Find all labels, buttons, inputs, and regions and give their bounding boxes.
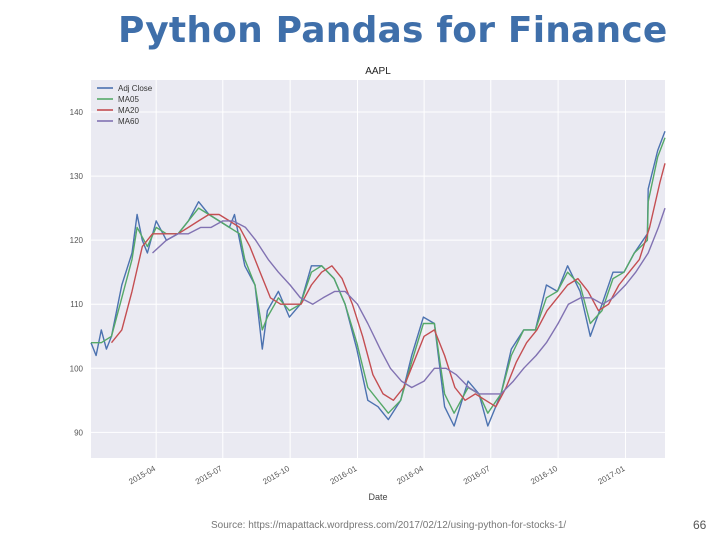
x-tick-label: 2015-10 <box>261 464 291 487</box>
x-tick-label: 2016-04 <box>395 464 425 487</box>
x-tick-label: 2016-07 <box>462 464 492 487</box>
legend: Adj Close MA05 MA20 MA60 <box>97 84 153 126</box>
page-number: 66 <box>693 518 707 532</box>
y-tick-label: 130 <box>70 172 84 181</box>
chart-svg: AAPL 90 100 110 120 130 140 2015-04 2015-07 2015… <box>70 66 666 502</box>
series-lines <box>90 131 666 427</box>
x-tick-label: 2017-01 <box>597 464 627 487</box>
y-tick-label: 100 <box>70 364 84 373</box>
x-tick-label: 2015-04 <box>127 464 157 487</box>
series-line-ma20 <box>110 163 666 408</box>
legend-entry: MA05 <box>118 95 139 104</box>
y-tick-label: 140 <box>70 108 84 117</box>
legend-entry: MA60 <box>118 117 139 126</box>
series-line-ma60 <box>152 207 666 395</box>
y-tick-label: 90 <box>74 428 83 437</box>
x-axis-label: Date <box>368 492 387 502</box>
x-tick-label: 2016-10 <box>529 464 559 487</box>
series-line-ma05 <box>91 137 666 414</box>
slide-title: Python Pandas for Finance <box>118 10 668 51</box>
source-note: Source: https://mapattack.wordpress.com/… <box>211 520 567 531</box>
aapl-chart: AAPL 90 100 110 120 130 140 2015-04 2015-07 2015… <box>56 60 676 505</box>
y-tick-label: 120 <box>70 236 84 245</box>
legend-entry: MA20 <box>118 106 139 115</box>
y-tick-label: 110 <box>70 300 83 309</box>
grid-lines <box>91 80 665 458</box>
legend-entry: Adj Close <box>118 84 153 93</box>
chart-title: AAPL <box>365 66 391 77</box>
x-tick-label: 2016-01 <box>329 464 359 487</box>
x-tick-label: 2015-07 <box>194 464 224 487</box>
